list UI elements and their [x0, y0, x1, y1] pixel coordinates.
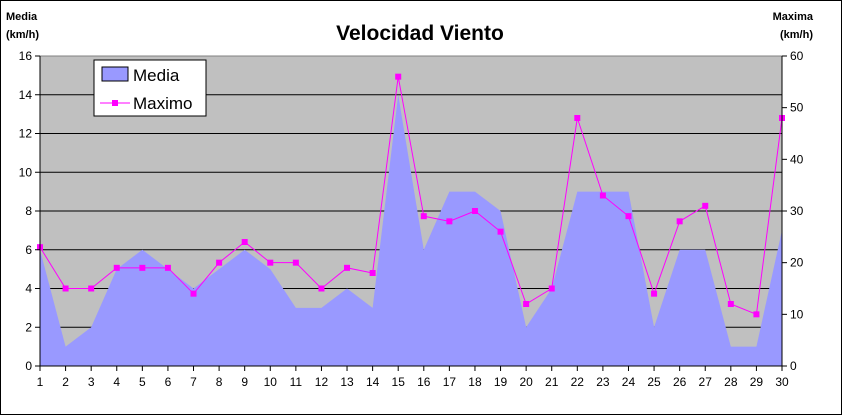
line-series-maximo [39, 76, 783, 316]
x-tick-label: 13 [340, 375, 354, 389]
x-tick-label: 23 [596, 375, 610, 389]
x-tick-label: 2 [62, 375, 69, 389]
left-tick-label: 0 [25, 359, 32, 373]
x-tick-label: 15 [392, 375, 406, 389]
left-tick-label: 4 [25, 282, 32, 296]
data-point-maximo [523, 301, 530, 307]
x-tick-label: 24 [622, 375, 636, 389]
data-point-maximo [292, 259, 299, 266]
x-tick-label: 1 [37, 375, 44, 389]
right-axis-title-line1: Maxima [773, 11, 814, 23]
data-point-maximo [139, 264, 146, 271]
x-tick-label: 26 [673, 375, 687, 389]
right-tick-label: 20 [790, 256, 804, 270]
data-point-maximo [113, 264, 120, 271]
data-point-maximo [164, 264, 171, 271]
x-tick-label: 28 [724, 375, 738, 389]
data-point-maximo [625, 213, 632, 220]
data-point-maximo [216, 259, 223, 266]
x-tick-label: 16 [417, 375, 431, 389]
chart-title: Velocidad Viento [336, 22, 504, 45]
x-tick-label: 20 [519, 375, 533, 389]
x-tick-label: 7 [190, 375, 197, 389]
data-point-maximo [395, 73, 402, 80]
x-tick-label: 29 [750, 375, 764, 389]
legend: Media Maximo [93, 59, 207, 117]
area-series-media [40, 94, 782, 366]
left-tick-label: 16 [19, 49, 33, 63]
legend-marker-maximo [112, 100, 118, 106]
data-point-maximo [599, 192, 606, 199]
right-axis-title-line2: (km/h) [780, 29, 813, 41]
legend-label-media: Media [133, 66, 180, 85]
x-tick-label: 4 [113, 375, 120, 389]
data-point-maximo [753, 311, 760, 318]
data-point-maximo [88, 285, 95, 292]
left-tick-label: 8 [25, 204, 32, 218]
right-tick-label: 30 [790, 204, 804, 218]
x-tick-label: 3 [88, 375, 95, 389]
data-point-maximo [574, 115, 581, 121]
legend-label-maximo: Maximo [133, 94, 193, 113]
right-axis-ticks: 0 10 20 30 40 50 60 [782, 49, 804, 373]
x-tick-label: 6 [165, 375, 172, 389]
right-tick-label: 60 [790, 49, 804, 63]
left-axis-title-line2: (km/h) [6, 29, 39, 41]
data-point-maximo [727, 301, 734, 307]
x-tick-label: 17 [443, 375, 457, 389]
left-axis-title-line1: Media [6, 11, 38, 23]
right-tick-label: 0 [790, 359, 797, 373]
data-point-maximo [318, 285, 325, 292]
x-tick-label: 21 [545, 375, 559, 389]
left-tick-label: 10 [19, 165, 33, 179]
data-point-maximo [548, 285, 555, 292]
x-tick-label: 11 [290, 375, 303, 389]
data-point-maximo [651, 290, 658, 297]
data-point-maximo [676, 218, 683, 225]
data-point-maximo [420, 213, 427, 220]
data-point-maximo [702, 202, 709, 209]
left-tick-label: 2 [25, 320, 32, 334]
data-point-maximo [446, 218, 453, 225]
x-tick-label: 30 [775, 375, 789, 389]
left-axis-ticks: 0 2 4 6 8 10 12 14 16 [19, 49, 40, 373]
data-point-maximo [369, 270, 376, 276]
x-tick-label: 12 [315, 375, 329, 389]
data-point-maximo [344, 264, 351, 271]
data-point-maximo [497, 228, 504, 235]
left-tick-label: 14 [19, 88, 33, 102]
left-tick-label: 12 [19, 127, 33, 141]
x-tick-label: 25 [647, 375, 661, 389]
x-tick-label: 22 [571, 375, 585, 389]
x-tick-label: 14 [366, 375, 380, 389]
x-axis-ticks: 1 2 3 4 5 6 7 8 9 10 11 12 13 14 15 16 17 18 19 20 21 22 23 24 2… [37, 366, 789, 389]
left-tick-label: 6 [25, 243, 32, 257]
x-tick-label: 8 [216, 375, 223, 389]
x-tick-label: 5 [139, 375, 146, 389]
x-tick-label: 27 [699, 375, 713, 389]
data-point-maximo [62, 285, 69, 292]
x-tick-label: 9 [241, 375, 248, 389]
data-point-maximo [267, 259, 274, 266]
right-tick-label: 50 [790, 101, 804, 115]
right-tick-label: 10 [790, 307, 804, 321]
legend-swatch-media [101, 66, 129, 82]
x-tick-label: 10 [264, 375, 278, 389]
data-point-maximo [241, 239, 248, 245]
x-tick-label: 18 [468, 375, 482, 389]
x-tick-label: 19 [494, 375, 508, 389]
data-point-maximo [190, 290, 197, 297]
right-tick-label: 40 [790, 152, 804, 166]
data-point-maximo [471, 208, 478, 214]
